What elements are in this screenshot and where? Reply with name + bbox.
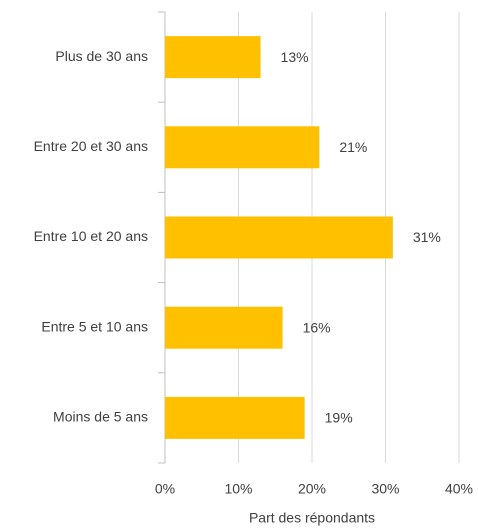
y-tick-label: Entre 5 et 10 ans <box>41 318 148 334</box>
bar <box>165 396 305 439</box>
y-tick-label: Entre 20 et 30 ans <box>34 138 148 154</box>
x-tick-label: 20% <box>298 481 326 497</box>
y-tick-label: Plus de 30 ans <box>55 48 148 64</box>
x-tick-label: 0% <box>155 481 175 497</box>
y-tick-label: Moins de 5 ans <box>53 409 148 425</box>
x-tick-label: 40% <box>445 481 473 497</box>
bar <box>165 126 320 169</box>
x-tick-label: 10% <box>224 481 252 497</box>
bar <box>165 216 393 259</box>
bar <box>165 36 261 79</box>
data-label: 21% <box>339 139 367 155</box>
data-label: 13% <box>281 49 309 65</box>
data-label: 16% <box>303 319 331 335</box>
x-tick-label: 30% <box>371 481 399 497</box>
bar <box>165 306 283 349</box>
data-label: 19% <box>325 410 353 426</box>
data-label: 31% <box>413 229 441 245</box>
y-tick-label: Entre 10 et 20 ans <box>34 228 148 244</box>
x-axis-title: Part des répondants <box>249 510 375 526</box>
